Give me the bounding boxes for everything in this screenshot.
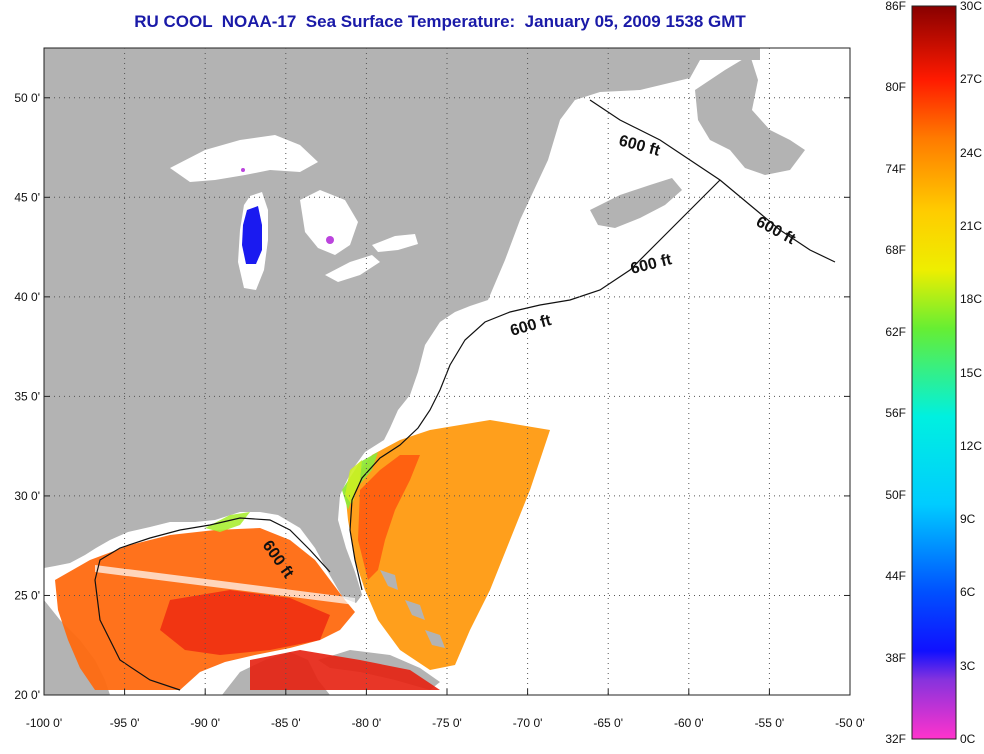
colorbar-celsius-label: 12C xyxy=(960,438,983,453)
lat-tick-label: 30 0' xyxy=(14,489,40,503)
colorbar-fahrenheit-label: 68F xyxy=(885,243,906,258)
axis-ticks: -100 0' -95 0' -90 0' -85 0' -80 0' -75 0' -70… xyxy=(14,91,864,730)
lon-tick-label: -95 0' xyxy=(110,716,140,730)
colorbar-celsius-label: 0C xyxy=(960,732,976,746)
lat-tick-label: 45 0' xyxy=(14,190,40,204)
colorbar-celsius-label: 18C xyxy=(960,292,983,307)
land-north-america xyxy=(44,48,760,603)
lake-superior-sst xyxy=(241,168,245,172)
lake-superior xyxy=(170,135,318,182)
lon-tick-label: -55 0' xyxy=(755,716,785,730)
gulf-st-lawrence xyxy=(560,100,700,175)
lake-michigan-sst xyxy=(242,206,262,264)
lon-tick-label: -50 0' xyxy=(835,716,865,730)
isobath-600ft xyxy=(94,99,836,691)
lat-tick-label: 50 0' xyxy=(14,91,40,105)
gulf-stream-sst xyxy=(358,455,420,580)
lake-ontario xyxy=(372,234,418,252)
colorbar-celsius-label: 3C xyxy=(960,658,976,673)
land-newfoundland xyxy=(695,55,805,175)
lake-huron xyxy=(300,190,358,255)
colorbar-celsius-label: 21C xyxy=(960,218,983,233)
colorbar-celsius-label: 24C xyxy=(960,145,983,160)
caribbean-sst xyxy=(250,650,440,690)
louisiana-shelf xyxy=(205,512,250,532)
lake-huron-sst xyxy=(326,236,334,244)
colorbar-fahrenheit-label: 62F xyxy=(885,324,906,339)
lon-tick-label: -85 0' xyxy=(271,716,301,730)
land-nova-scotia xyxy=(590,178,682,228)
lon-tick-label: -70 0' xyxy=(513,716,543,730)
lon-tick-label: -80 0' xyxy=(352,716,382,730)
colorbar-fahrenheit-label: 86F xyxy=(885,0,906,13)
colorbar-celsius-label: 15C xyxy=(960,365,983,380)
colorbar-fahrenheit-label: 32F xyxy=(885,732,906,746)
lat-tick-label: 35 0' xyxy=(14,389,40,403)
colorbar-fahrenheit-label: 74F xyxy=(885,161,906,176)
colorbar-celsius-label: 27C xyxy=(960,72,983,87)
colorbar-fahrenheit-label: 38F xyxy=(885,650,906,665)
lon-tick-label: -75 0' xyxy=(432,716,462,730)
lake-erie xyxy=(325,255,380,282)
gulf-hot-core xyxy=(160,590,330,655)
colorbar-fahrenheit-label: 80F xyxy=(885,80,906,95)
colorbar-celsius-label: 9C xyxy=(960,512,976,527)
lat-tick-label: 40 0' xyxy=(14,290,40,304)
colorbar-celsius-label: 30C xyxy=(960,0,983,13)
colorbar-fahrenheit-label: 56F xyxy=(885,406,906,421)
lon-tick-label: -65 0' xyxy=(593,716,623,730)
bahamas xyxy=(380,570,445,648)
map-title: RU COOL NOAA-17 Sea Surface Temperature:… xyxy=(134,12,746,31)
shelf-cool-water-2 xyxy=(345,460,362,505)
colorbar-celsius-label: 6C xyxy=(960,585,976,600)
colorbar-fahrenheit-label: 44F xyxy=(885,569,906,584)
lon-tick-label: -90 0' xyxy=(190,716,220,730)
lon-tick-label: -100 0' xyxy=(26,716,62,730)
lat-tick-label: 25 0' xyxy=(14,588,40,602)
lat-tick-label: 20 0' xyxy=(14,688,40,702)
lon-tick-label: -60 0' xyxy=(674,716,704,730)
colorbar-fahrenheit-label: 50F xyxy=(885,487,906,502)
colorbar xyxy=(911,5,957,740)
